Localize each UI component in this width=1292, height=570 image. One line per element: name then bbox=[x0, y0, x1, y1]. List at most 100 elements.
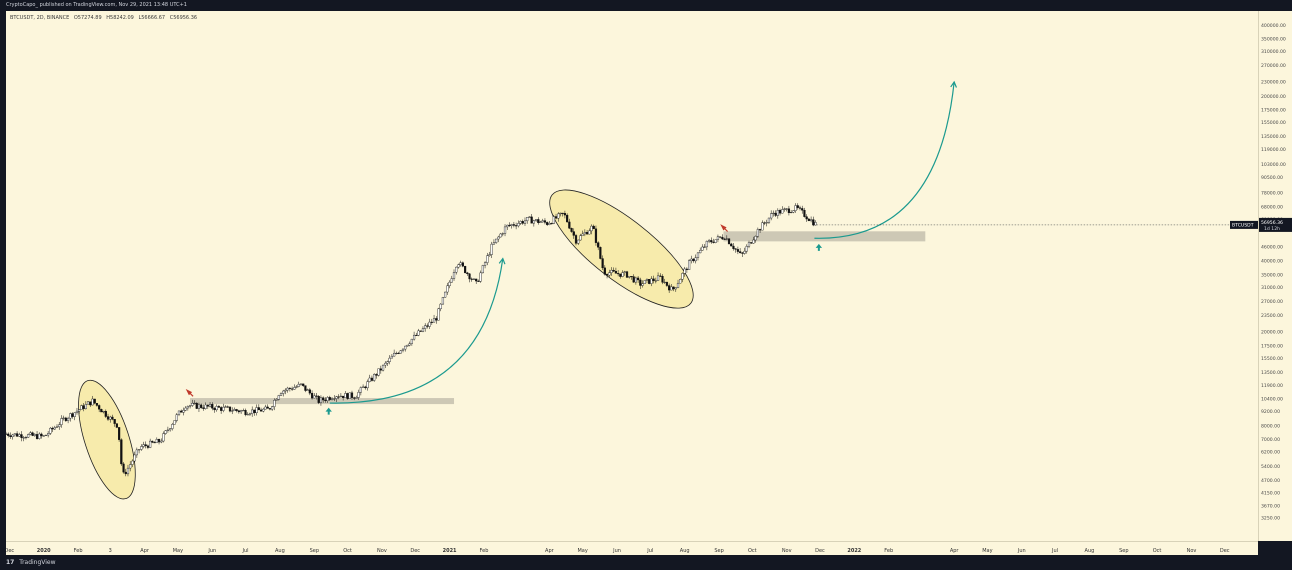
candle-body bbox=[701, 246, 704, 251]
last-price-symbol: BTCUSDT bbox=[1232, 223, 1254, 229]
candle-body bbox=[488, 254, 491, 256]
candle-body bbox=[676, 282, 680, 288]
price-tick-label: 10400.00 bbox=[1261, 397, 1283, 403]
candle-body bbox=[798, 207, 802, 209]
price-tick-label: 15500.00 bbox=[1261, 356, 1283, 362]
candle-body bbox=[368, 377, 371, 382]
candle-body bbox=[98, 405, 101, 410]
candle-body bbox=[543, 220, 547, 223]
candle-body bbox=[213, 408, 216, 411]
last-price-symbol-tag bbox=[1230, 220, 1258, 229]
candle-body bbox=[75, 410, 79, 413]
price-tick-label: 9200.00 bbox=[1261, 409, 1280, 415]
chart-plot-area[interactable]: BTCUSDT BTCUSDT, 2D, BINANCE O57274.89 H… bbox=[6, 11, 1258, 541]
candle-body bbox=[151, 440, 154, 443]
candle-body bbox=[594, 228, 598, 243]
candle-body bbox=[745, 246, 748, 252]
candle-body bbox=[202, 407, 205, 409]
candle-body bbox=[264, 406, 267, 410]
candle-body bbox=[634, 277, 637, 283]
price-tick-label: 6200.00 bbox=[1261, 450, 1280, 456]
price-tick-label: 3250.00 bbox=[1261, 516, 1280, 522]
candle-body bbox=[191, 403, 194, 406]
candle-body bbox=[388, 357, 391, 362]
candle-body bbox=[772, 212, 775, 214]
candle-body bbox=[157, 439, 161, 443]
candle-body bbox=[641, 283, 644, 286]
candle-body bbox=[384, 362, 387, 366]
chart-canvas[interactable]: BTCUSDT bbox=[6, 11, 1258, 541]
candle-body bbox=[774, 212, 777, 216]
candle-body bbox=[597, 242, 600, 248]
time-tick-label: Nov bbox=[377, 548, 387, 554]
candle-body bbox=[100, 409, 103, 413]
high-value: H58242.09 bbox=[106, 15, 134, 21]
candle-body bbox=[492, 242, 496, 245]
candle-body bbox=[146, 445, 150, 448]
candle-body bbox=[705, 240, 708, 248]
candle-body bbox=[404, 345, 407, 350]
candle-body bbox=[617, 273, 620, 275]
candle-body bbox=[262, 408, 265, 412]
candle-body bbox=[490, 243, 493, 255]
candle-body bbox=[224, 406, 227, 408]
candle-body bbox=[393, 352, 396, 357]
candle-body bbox=[69, 413, 72, 419]
candle-body bbox=[546, 222, 549, 225]
price-axis[interactable]: 400000.00 350000.00 310000.00 270000.00 2300… bbox=[1258, 11, 1292, 541]
candle-body bbox=[475, 278, 478, 282]
candle-body bbox=[246, 414, 249, 416]
candle-body bbox=[291, 388, 294, 390]
candle-body bbox=[415, 334, 418, 336]
candle-body bbox=[381, 364, 385, 371]
candle-body bbox=[739, 251, 742, 253]
candle-body bbox=[499, 233, 502, 238]
tradingview-logo-icon: 17 bbox=[6, 559, 15, 566]
candle-body bbox=[734, 248, 737, 250]
candle-body bbox=[162, 433, 165, 442]
time-tick-label: Dec bbox=[1220, 548, 1230, 554]
highlight-ellipse bbox=[549, 189, 694, 309]
candle-body bbox=[330, 398, 334, 400]
candle-body bbox=[357, 392, 360, 398]
time-tick-label: Feb bbox=[74, 548, 83, 554]
publish-header: CryptoCapo_ published on TradingView.com… bbox=[0, 0, 1292, 11]
candle-body bbox=[42, 435, 45, 437]
candle-body bbox=[71, 413, 74, 417]
candle-body bbox=[723, 238, 726, 240]
candle-body bbox=[346, 393, 349, 399]
candle-body bbox=[747, 242, 751, 247]
candle-body bbox=[761, 222, 764, 231]
candle-body bbox=[455, 266, 458, 273]
candle-body bbox=[421, 328, 425, 332]
candle-body bbox=[22, 437, 25, 439]
candle-body bbox=[169, 428, 172, 431]
candle-body bbox=[710, 240, 713, 243]
candle-body bbox=[486, 255, 489, 263]
candle-body bbox=[601, 258, 604, 269]
candle-body bbox=[319, 397, 323, 403]
candle-body bbox=[182, 409, 185, 413]
candle-body bbox=[610, 269, 613, 273]
candle-body bbox=[355, 397, 358, 399]
price-tick-label: 90500.00 bbox=[1261, 175, 1283, 181]
candle-body bbox=[428, 321, 431, 327]
candle-body bbox=[792, 210, 795, 213]
candle-body bbox=[399, 350, 402, 354]
candle-body bbox=[47, 433, 50, 436]
candle-body bbox=[15, 433, 19, 437]
candle-body bbox=[171, 424, 174, 429]
candle-body bbox=[446, 285, 449, 293]
candle-body bbox=[53, 427, 56, 430]
time-axis[interactable]: Dec 2020 Feb 3 Apr May Jun Jul Aug Sep Oct Nov Dec 20… bbox=[4, 541, 1258, 555]
candle-body bbox=[559, 212, 562, 215]
price-tick-label: 31000.00 bbox=[1261, 285, 1283, 291]
price-tick-label: 68000.00 bbox=[1261, 204, 1283, 210]
candle-body bbox=[661, 276, 664, 283]
candle-body bbox=[625, 271, 629, 278]
candle-body bbox=[672, 286, 675, 290]
candle-body bbox=[379, 368, 382, 371]
price-axis-labels: 400000.00 350000.00 310000.00 270000.00 2300… bbox=[1259, 23, 1292, 522]
candle-body bbox=[333, 398, 336, 400]
candle-body bbox=[18, 434, 21, 437]
